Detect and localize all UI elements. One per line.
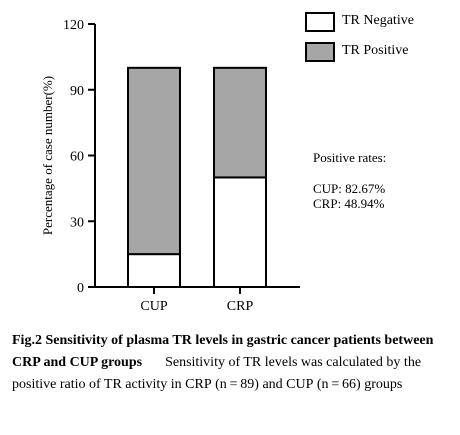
y-tick-label-30: 30: [70, 215, 84, 230]
y-tick-label-120: 120: [63, 18, 84, 33]
crp-rate: CRP: 48.94%: [313, 196, 385, 211]
legend-swatch-tr-negative: [305, 12, 335, 32]
y-tick-label-0: 0: [77, 281, 84, 296]
caption-label: Fig.2: [12, 333, 42, 348]
legend-swatch-tr-positive: [305, 42, 335, 62]
positive-rates-note: Positive rates: CUP: 82.67% CRP: 48.94%: [313, 150, 386, 211]
caption-text: Sensitivity of TR levels was calculated …: [12, 355, 422, 392]
cup-rate: CUP: 82.67%: [313, 181, 386, 196]
caption-title: Sensitivity of plasma TR levels in gastr…: [12, 333, 434, 370]
y-tick-label-90: 90: [70, 84, 84, 99]
y-axis-title: Percentage of case number(%): [40, 76, 55, 235]
y-tick-label-60: 60: [70, 150, 84, 165]
legend-label-tr-negative: TR Negative: [342, 13, 414, 28]
bar-cup-tr-negative: [127, 253, 181, 288]
bar-crp-tr-negative: [213, 176, 267, 289]
bar-crp-tr-positive: [213, 66, 267, 179]
figure-caption: Fig.2 Sensitivity of plasma TR levels in…: [12, 330, 452, 396]
x-tick-label-crp: CRP: [227, 299, 254, 314]
positive-rates-title: Positive rates:: [313, 150, 387, 165]
legend-label-tr-positive: TR Positive: [342, 43, 409, 58]
x-tick-label-cup: CUP: [140, 299, 167, 314]
stacked-bar-chart: 0 30 60 90 120 Percentage of case number(%) CU…: [40, 18, 300, 314]
bar-cup-tr-positive: [127, 66, 181, 256]
